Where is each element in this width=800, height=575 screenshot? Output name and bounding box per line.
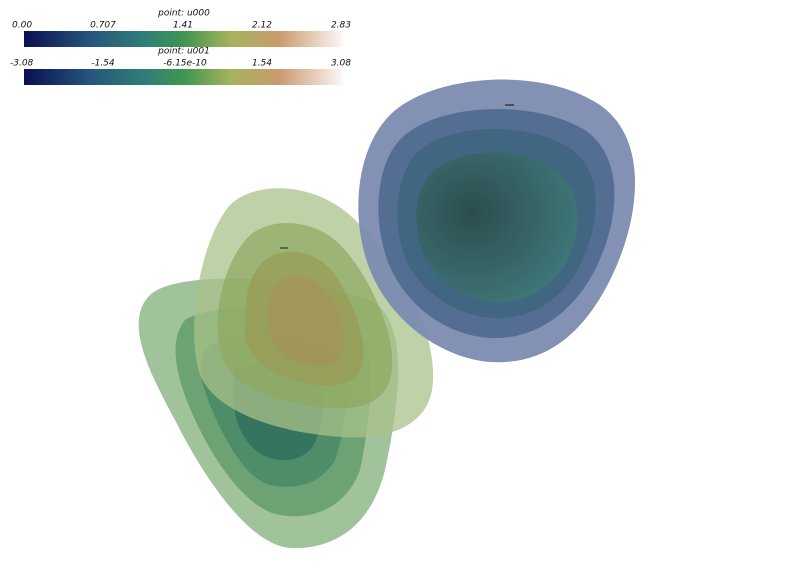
colorbar-tick-label: 3.08 bbox=[331, 59, 351, 69]
colorbar-tick-label: 1.41 bbox=[173, 21, 193, 31]
colorbar: point: u000 0.00 0.707 1.41 2.12 2.83 bbox=[12, 9, 351, 47]
colorbar-tick-label: 2.12 bbox=[252, 21, 272, 31]
colorbar: point: u001 -3.08 -1.54 -6.15e-10 1.54 3… bbox=[10, 47, 351, 85]
colorbar-title: point: u001 bbox=[157, 47, 210, 57]
colorbar-tick-label: -6.15e-10 bbox=[163, 59, 207, 69]
colorbar-tick-label: -1.54 bbox=[91, 59, 115, 69]
colorbar-tick-label: 2.83 bbox=[331, 21, 351, 31]
colorbar-tick-label: 0.707 bbox=[90, 21, 116, 31]
colorbar-gradient bbox=[24, 69, 343, 85]
colorbar-tick-label: 1.54 bbox=[252, 59, 272, 69]
isosurface-middle bbox=[194, 188, 434, 438]
colorbar-tick-label: -3.08 bbox=[10, 59, 34, 69]
colorbar-tick-label: 0.00 bbox=[12, 21, 32, 31]
colorbar-gradient bbox=[24, 31, 343, 47]
isosurface-right bbox=[358, 79, 635, 363]
colorbar-title: point: u000 bbox=[157, 9, 210, 19]
